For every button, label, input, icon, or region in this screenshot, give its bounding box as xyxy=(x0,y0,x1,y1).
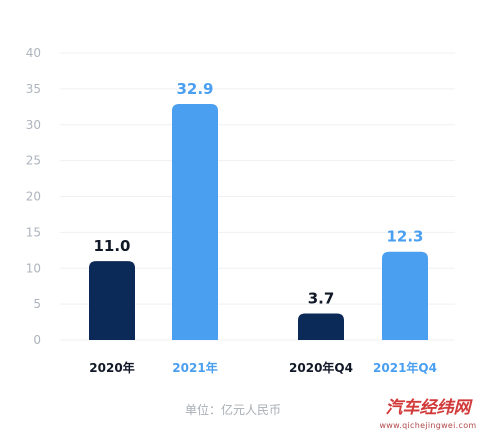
y-tick-label: 5 xyxy=(33,297,41,311)
bars xyxy=(89,103,428,340)
bar xyxy=(298,313,344,340)
unit-note: 单位：亿元人民币 xyxy=(185,402,281,417)
y-tick-label: 25 xyxy=(26,154,41,168)
y-tick-label: 10 xyxy=(26,261,41,275)
watermark-logo: 汽车经纬网 www.qichejingwei.com xyxy=(379,398,476,430)
bar-value-label: 11.0 xyxy=(93,237,130,255)
category-label: 2020年Q4 xyxy=(289,360,353,375)
y-tick-label: 0 xyxy=(33,333,41,347)
y-tick-label: 15 xyxy=(26,225,41,239)
bar-value-label: 32.9 xyxy=(176,80,213,98)
value-labels: 11.0 32.9 3.7 12.3 xyxy=(93,80,423,308)
category-label: 2021年Q4 xyxy=(373,360,437,375)
x-axis-labels: 2020年 2021年 2020年Q4 2021年Q4 xyxy=(89,360,437,375)
category-label: 2020年 xyxy=(89,360,134,375)
bar-value-label: 12.3 xyxy=(386,228,423,246)
category-label: 2021年 xyxy=(172,360,217,375)
bar xyxy=(172,103,218,340)
y-tick-label: 30 xyxy=(26,118,41,132)
y-tick-label: 20 xyxy=(26,190,41,204)
bar-value-label: 3.7 xyxy=(308,289,335,307)
bar xyxy=(89,261,135,340)
y-axis-ticks: 0 5 10 15 20 25 30 35 40 xyxy=(26,46,41,347)
watermark-text: 汽车经纬网 xyxy=(386,398,474,418)
bar xyxy=(382,251,428,340)
watermark-url: www.qichejingwei.com xyxy=(379,421,476,430)
y-tick-label: 35 xyxy=(26,82,41,96)
y-tick-label: 40 xyxy=(26,46,41,60)
